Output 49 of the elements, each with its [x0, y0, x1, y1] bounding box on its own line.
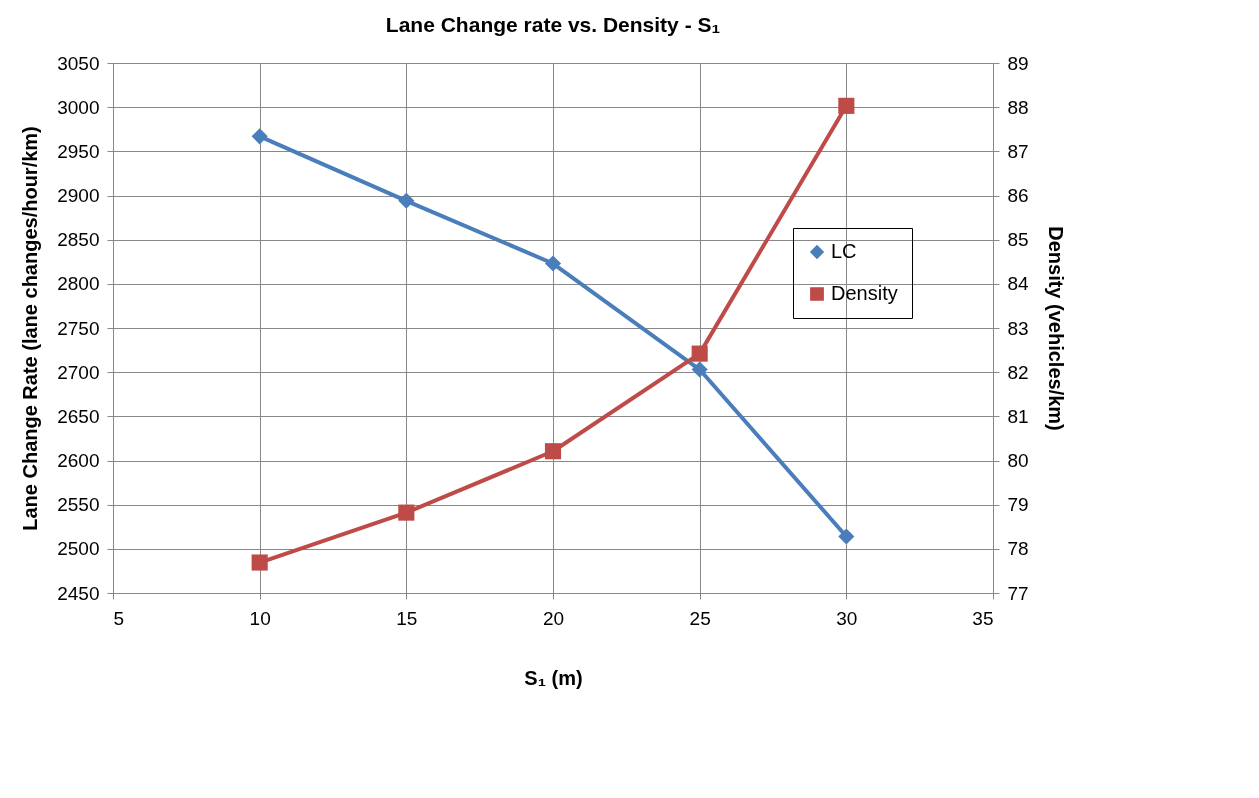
y2-axis-title: Density (vehicles/km): [1044, 226, 1067, 431]
y-tick-label: 2650: [57, 405, 100, 427]
y-tick-label: 2950: [57, 140, 100, 162]
y-tick-label: 2900: [57, 185, 100, 206]
x-tick-label: 10: [249, 607, 271, 629]
point: [544, 255, 562, 272]
x-tick-label: 35: [972, 607, 994, 629]
y2-tick-label: 84: [1007, 273, 1030, 295]
y-axis-title: Lane Change Rate (lane changes/hour/km): [19, 126, 42, 531]
y-tick-label: 3050: [57, 52, 100, 74]
y-tick-label: 2500: [57, 538, 100, 560]
y2-tick-label: 86: [1007, 185, 1029, 206]
y-tick-label: 2600: [57, 450, 100, 471]
y2-tick-label: 85: [1007, 229, 1029, 251]
y2-tick-label: 81: [1007, 405, 1029, 427]
legend-label: LC: [831, 240, 857, 262]
y2-tick-label: 88: [1007, 96, 1029, 118]
y2-tick-label: 79: [1007, 494, 1029, 516]
y2-tick-label: 78: [1007, 538, 1029, 560]
x-tick-label: 20: [542, 607, 565, 629]
y2-tick-label: 82: [1007, 361, 1029, 383]
legend-label: Density: [831, 282, 898, 304]
y-tick-label: 2550: [57, 494, 100, 516]
point: [251, 128, 268, 145]
point: [398, 192, 415, 209]
y-tick-label: 2750: [57, 317, 100, 339]
y-tick-label: 2850: [57, 229, 100, 251]
y-tick-label: 3000: [57, 96, 100, 118]
y2-tick-label: 83: [1007, 317, 1029, 339]
x-tick-label: 5: [113, 607, 125, 629]
x-tick-label: 15: [396, 607, 418, 629]
y2-tick-label: 77: [1007, 582, 1029, 604]
chart-title: Lane Change rate vs. Density - S₁: [385, 13, 721, 36]
point: [838, 528, 855, 545]
y-tick-label: 2800: [57, 273, 100, 295]
x-tick-label: 30: [836, 607, 858, 629]
point: [691, 345, 708, 362]
y-tick-label: 2450: [57, 582, 100, 604]
point: [838, 97, 855, 114]
point: [251, 554, 268, 571]
point: [691, 361, 708, 378]
y-tick-label: 2700: [57, 361, 100, 383]
y2-tick-label: 80: [1007, 450, 1029, 471]
x-axis-title: S₁ (m): [524, 666, 583, 689]
point: [544, 443, 562, 460]
x-tick-label: 25: [689, 607, 711, 629]
y2-tick-label: 89: [1007, 52, 1029, 74]
point: [398, 504, 415, 521]
y2-tick-label: 87: [1007, 140, 1029, 162]
